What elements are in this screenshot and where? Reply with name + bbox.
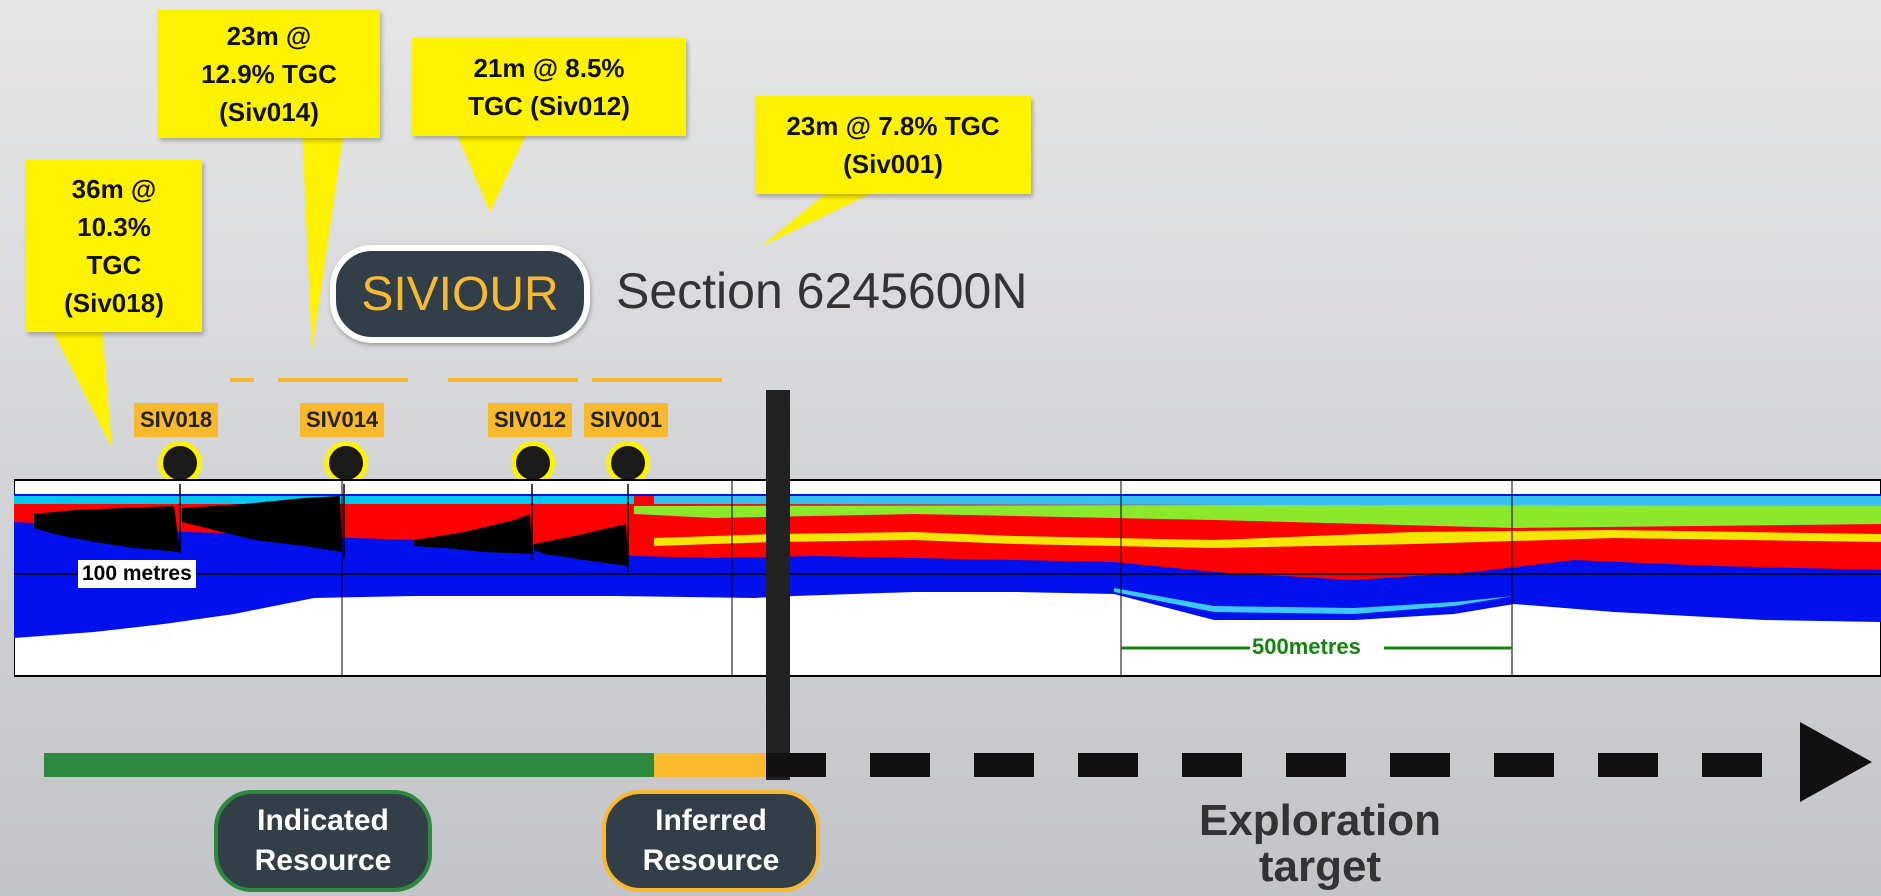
exploration-dash (1598, 753, 1658, 777)
callout-pointer-siv018 (52, 330, 112, 448)
intercept-siv012 (414, 514, 532, 554)
project-title-badge: SIVIOUR (330, 245, 590, 343)
transition-band (634, 504, 1881, 528)
callout-siv012-text: 21m @ 8.5% TGC (Siv012) (468, 53, 630, 121)
arrowhead-icon (1800, 722, 1872, 802)
transition-band (654, 496, 1881, 506)
inferred-resource-badge: Inferred Resource (602, 790, 820, 892)
surface-dash (278, 378, 408, 382)
callout-pointer-siv012 (455, 130, 528, 212)
indicated-resource-bar (44, 753, 654, 777)
callout-siv001: 23m @ 7.8% TGC (Siv001) (755, 96, 1031, 194)
horizontal-scale-label: 500metres (1252, 634, 1361, 659)
drillhole-label-siv018: SIV018 (134, 403, 219, 437)
intercept-siv001 (534, 524, 628, 566)
callout-siv018: 36m @ 10.3% TGC (Siv018) (26, 160, 202, 332)
surface-dash (592, 378, 722, 382)
transition-band (654, 530, 1881, 548)
drillhole-label-siv014: SIV014 (300, 403, 385, 437)
callout-pointer-siv001 (760, 190, 878, 247)
inferred-resource-bar (654, 753, 766, 777)
drillhole-label-siv012: SIV012 (488, 403, 573, 437)
callout-siv014-text: 23m @ 12.9% TGC (Siv014) (201, 21, 337, 127)
callout-pointer-siv014 (302, 130, 344, 350)
exploration-dash (974, 753, 1034, 777)
callout-siv012: 21m @ 8.5% TGC (Siv012) (412, 38, 686, 136)
exploration-dash (1702, 753, 1762, 777)
surface-dash (448, 378, 578, 382)
callout-siv018-text: 36m @ 10.3% TGC (Siv018) (64, 174, 164, 318)
exploration-dash (766, 753, 826, 777)
exploration-dash (870, 753, 930, 777)
resource-boundary (766, 390, 790, 780)
depth-scale-label: 100 metres (78, 560, 196, 588)
section-title: Section 6245600N (616, 263, 1028, 319)
exploration-dash (1286, 753, 1346, 777)
exploration-target-label: Exploration target (1198, 796, 1442, 891)
geological-section (14, 479, 1881, 677)
drillhole-collar-siv012 (511, 441, 555, 485)
indicated-resource-badge: Indicated Resource (214, 790, 432, 892)
callout-siv001-text: 23m @ 7.8% TGC (Siv001) (786, 111, 1000, 179)
project-title: SIVIOUR (361, 267, 559, 321)
intercept-siv014 (182, 496, 342, 552)
transition-band (1114, 588, 1514, 614)
surface-dash (230, 378, 254, 382)
callout-siv014: 23m @ 12.9% TGC (Siv014) (158, 10, 380, 138)
intercept-siv018 (34, 506, 180, 552)
exploration-dash (1390, 753, 1450, 777)
drillhole-label-siv001: SIV001 (584, 403, 669, 437)
exploration-dash (1494, 753, 1554, 777)
exploration-dash (1182, 753, 1242, 777)
exploration-dash (1078, 753, 1138, 777)
